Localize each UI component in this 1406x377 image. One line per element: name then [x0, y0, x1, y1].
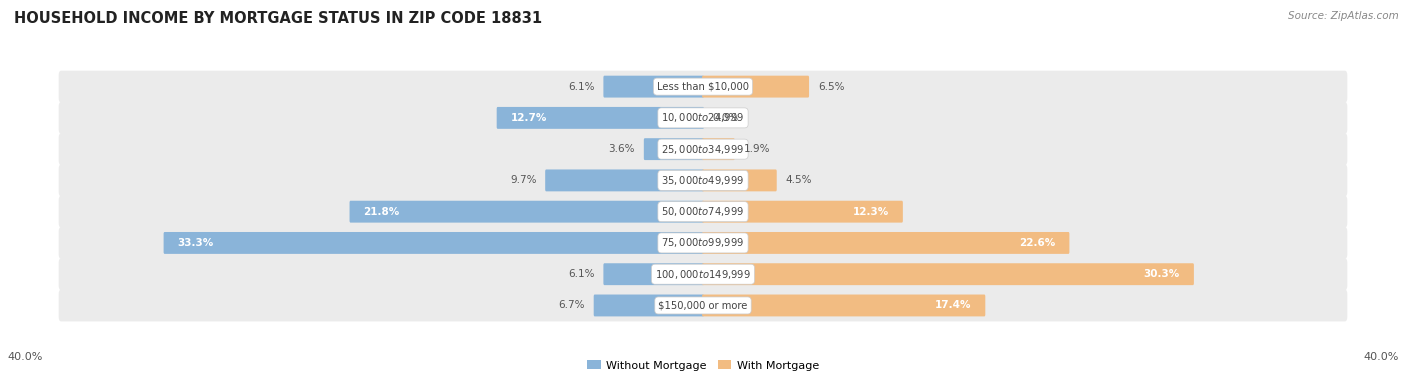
Text: 40.0%: 40.0%	[1364, 352, 1399, 362]
FancyBboxPatch shape	[644, 138, 704, 160]
Text: 22.6%: 22.6%	[1019, 238, 1056, 248]
Text: 12.7%: 12.7%	[510, 113, 547, 123]
FancyBboxPatch shape	[702, 138, 735, 160]
Legend: Without Mortgage, With Mortgage: Without Mortgage, With Mortgage	[582, 356, 824, 375]
Text: 40.0%: 40.0%	[7, 352, 42, 362]
FancyBboxPatch shape	[702, 263, 1194, 285]
Text: $25,000 to $34,999: $25,000 to $34,999	[661, 143, 745, 156]
Text: $10,000 to $24,999: $10,000 to $24,999	[661, 111, 745, 124]
Text: 0.0%: 0.0%	[713, 113, 740, 123]
FancyBboxPatch shape	[59, 70, 1347, 103]
Text: 30.3%: 30.3%	[1143, 269, 1180, 279]
FancyBboxPatch shape	[350, 201, 704, 222]
FancyBboxPatch shape	[59, 164, 1347, 196]
Text: 4.5%: 4.5%	[786, 175, 811, 185]
FancyBboxPatch shape	[702, 76, 808, 98]
FancyBboxPatch shape	[603, 76, 704, 98]
Text: 3.6%: 3.6%	[609, 144, 636, 154]
Text: $150,000 or more: $150,000 or more	[658, 300, 748, 311]
Text: 6.7%: 6.7%	[558, 300, 585, 311]
Text: Source: ZipAtlas.com: Source: ZipAtlas.com	[1288, 11, 1399, 21]
FancyBboxPatch shape	[702, 232, 1070, 254]
FancyBboxPatch shape	[59, 258, 1347, 290]
FancyBboxPatch shape	[59, 196, 1347, 228]
Text: 21.8%: 21.8%	[363, 207, 399, 217]
FancyBboxPatch shape	[59, 227, 1347, 259]
Text: 6.1%: 6.1%	[568, 81, 595, 92]
FancyBboxPatch shape	[59, 133, 1347, 165]
Text: 6.5%: 6.5%	[818, 81, 844, 92]
FancyBboxPatch shape	[702, 294, 986, 316]
FancyBboxPatch shape	[59, 290, 1347, 322]
Text: $50,000 to $74,999: $50,000 to $74,999	[661, 205, 745, 218]
Text: $100,000 to $149,999: $100,000 to $149,999	[655, 268, 751, 281]
Text: 6.1%: 6.1%	[568, 269, 595, 279]
Text: 17.4%: 17.4%	[935, 300, 972, 311]
FancyBboxPatch shape	[593, 294, 704, 316]
Text: 33.3%: 33.3%	[177, 238, 214, 248]
FancyBboxPatch shape	[702, 201, 903, 222]
Text: Less than $10,000: Less than $10,000	[657, 81, 749, 92]
FancyBboxPatch shape	[546, 170, 704, 192]
Text: $75,000 to $99,999: $75,000 to $99,999	[661, 236, 745, 250]
Text: HOUSEHOLD INCOME BY MORTGAGE STATUS IN ZIP CODE 18831: HOUSEHOLD INCOME BY MORTGAGE STATUS IN Z…	[14, 11, 543, 26]
FancyBboxPatch shape	[496, 107, 704, 129]
FancyBboxPatch shape	[702, 170, 776, 192]
FancyBboxPatch shape	[163, 232, 704, 254]
Text: 1.9%: 1.9%	[744, 144, 770, 154]
FancyBboxPatch shape	[603, 263, 704, 285]
FancyBboxPatch shape	[59, 102, 1347, 134]
Text: 12.3%: 12.3%	[852, 207, 889, 217]
Text: 9.7%: 9.7%	[510, 175, 537, 185]
Text: $35,000 to $49,999: $35,000 to $49,999	[661, 174, 745, 187]
